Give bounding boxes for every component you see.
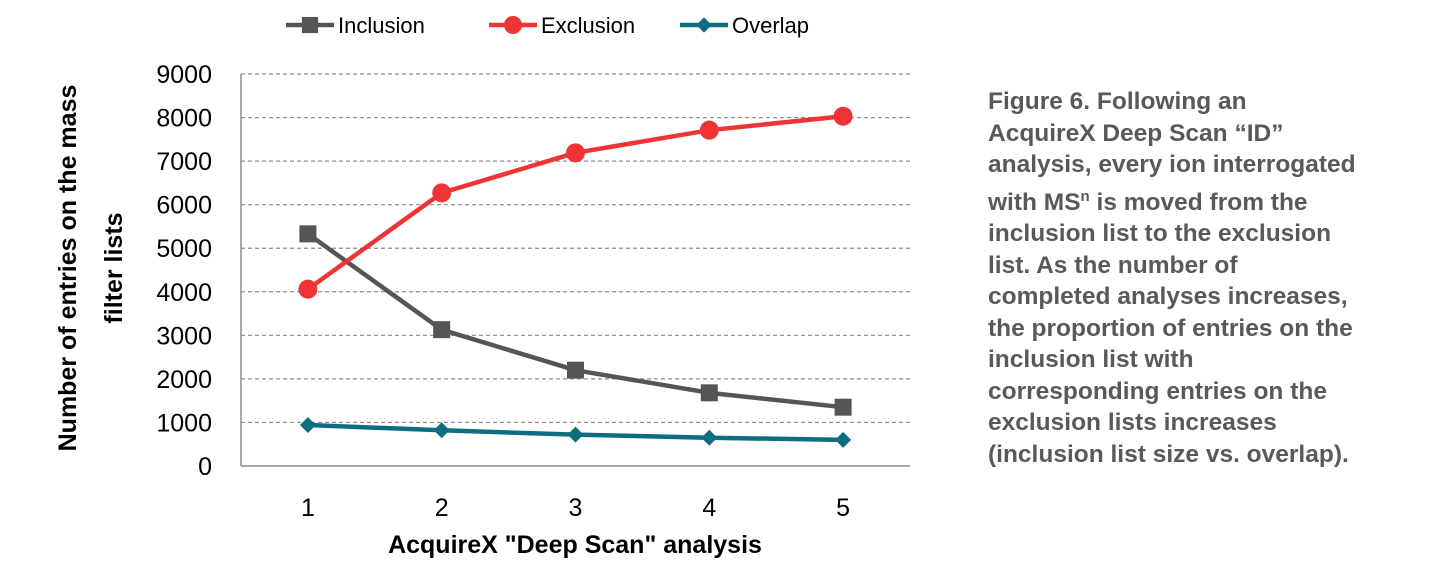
legend: Inclusion Exclusion Overlap [286, 13, 809, 38]
data-point-inclusion [567, 361, 584, 379]
x-tick-label: 5 [836, 494, 850, 522]
caption-superscript: n [1080, 187, 1090, 205]
caption-line: inclusion list to the exclusion [988, 220, 1332, 248]
caption-line: corresponding entries on the [988, 377, 1327, 405]
data-point-exclusion [298, 279, 318, 299]
y-axis-label-line-1: Number of entries on the mass [54, 85, 82, 452]
data-point-inclusion [299, 225, 317, 243]
figure-caption: Figure 6. Following an AcquireX Deep Sca… [988, 86, 1442, 470]
data-point-exclusion [833, 106, 853, 126]
legend-marker-inclusion [301, 16, 319, 34]
data-point-inclusion [433, 321, 451, 339]
x-tick-labels: 1 2 3 4 5 [301, 494, 850, 522]
line-chart: Inclusion Exclusion Overlap 0 1000 2000 3000 4… [54, 13, 910, 559]
y-tick-label: 5000 [156, 235, 212, 263]
legend-label-inclusion: Inclusion [338, 13, 425, 38]
y-tick-label: 6000 [156, 192, 212, 220]
data-point-overlap [567, 426, 584, 443]
y-tick-label: 1000 [156, 409, 212, 437]
data-point-exclusion [432, 183, 452, 203]
series-line-inclusion [306, 232, 844, 410]
axes [240, 74, 910, 467]
caption-text: with MS [988, 188, 1081, 216]
y-axis-label-group: Number of entries on the mass filter lis… [54, 85, 128, 452]
caption-line: AcquireX Deep Scan “ID” [988, 119, 1284, 147]
y-axis-label-line-2: filter lists [100, 212, 128, 323]
legend-marker-exclusion [503, 15, 523, 35]
caption-line: inclusion list with [988, 346, 1194, 374]
x-tick-label: 2 [435, 494, 449, 522]
data-point-exclusion [566, 143, 585, 163]
legend-item-exclusion: Exclusion [489, 13, 635, 38]
data-point-inclusion [700, 384, 718, 402]
caption-line-msn: with MSn is moved from the [988, 181, 1442, 219]
data-point-overlap [701, 429, 718, 446]
y-tick-labels: 0 1000 2000 3000 4000 5000 6000 7000 8000 9000 [156, 61, 212, 481]
y-tick-label: 3000 [156, 322, 212, 350]
y-tick-label: 2000 [156, 366, 212, 394]
caption-line: completed analyses increases, [988, 283, 1348, 311]
y-tick-label: 7000 [156, 148, 212, 176]
legend-item-overlap: Overlap [680, 13, 809, 38]
caption-line: (inclusion list size vs. overlap). [988, 440, 1349, 468]
x-tick-label: 4 [702, 494, 716, 522]
x-axis-label: AcquireX "Deep Scan" analysis [388, 531, 762, 559]
caption-line: list. As the number of [988, 251, 1238, 279]
series-exclusion [298, 106, 853, 299]
caption-line: Figure 6. Following an [988, 88, 1247, 115]
x-tick-label: 3 [569, 494, 583, 522]
data-point-inclusion [834, 398, 852, 416]
data-point-overlap [835, 431, 852, 448]
caption-line: analysis, every ion interrogated [988, 151, 1356, 178]
series-line-exclusion [306, 114, 844, 291]
data-point-overlap [299, 417, 316, 434]
series-inclusion [299, 225, 852, 416]
legend-item-inclusion: Inclusion [286, 13, 425, 38]
caption-text: is moved from the [1089, 188, 1308, 216]
y-tick-label: 8000 [156, 105, 212, 133]
x-tick-label: 1 [301, 494, 315, 522]
data-point-exclusion [699, 120, 719, 140]
y-tick-label: 0 [198, 453, 212, 481]
caption-line: exclusion lists increases [988, 409, 1277, 437]
legend-label-exclusion: Exclusion [541, 13, 635, 38]
legend-label-overlap: Overlap [732, 13, 809, 38]
y-tick-label: 9000 [156, 61, 212, 89]
legend-marker-overlap [696, 17, 712, 33]
data-point-overlap [433, 422, 450, 439]
caption-line: the proportion of entries on the [988, 314, 1353, 342]
y-tick-label: 4000 [156, 279, 212, 307]
series-layer [298, 106, 853, 448]
series-overlap [299, 417, 852, 448]
